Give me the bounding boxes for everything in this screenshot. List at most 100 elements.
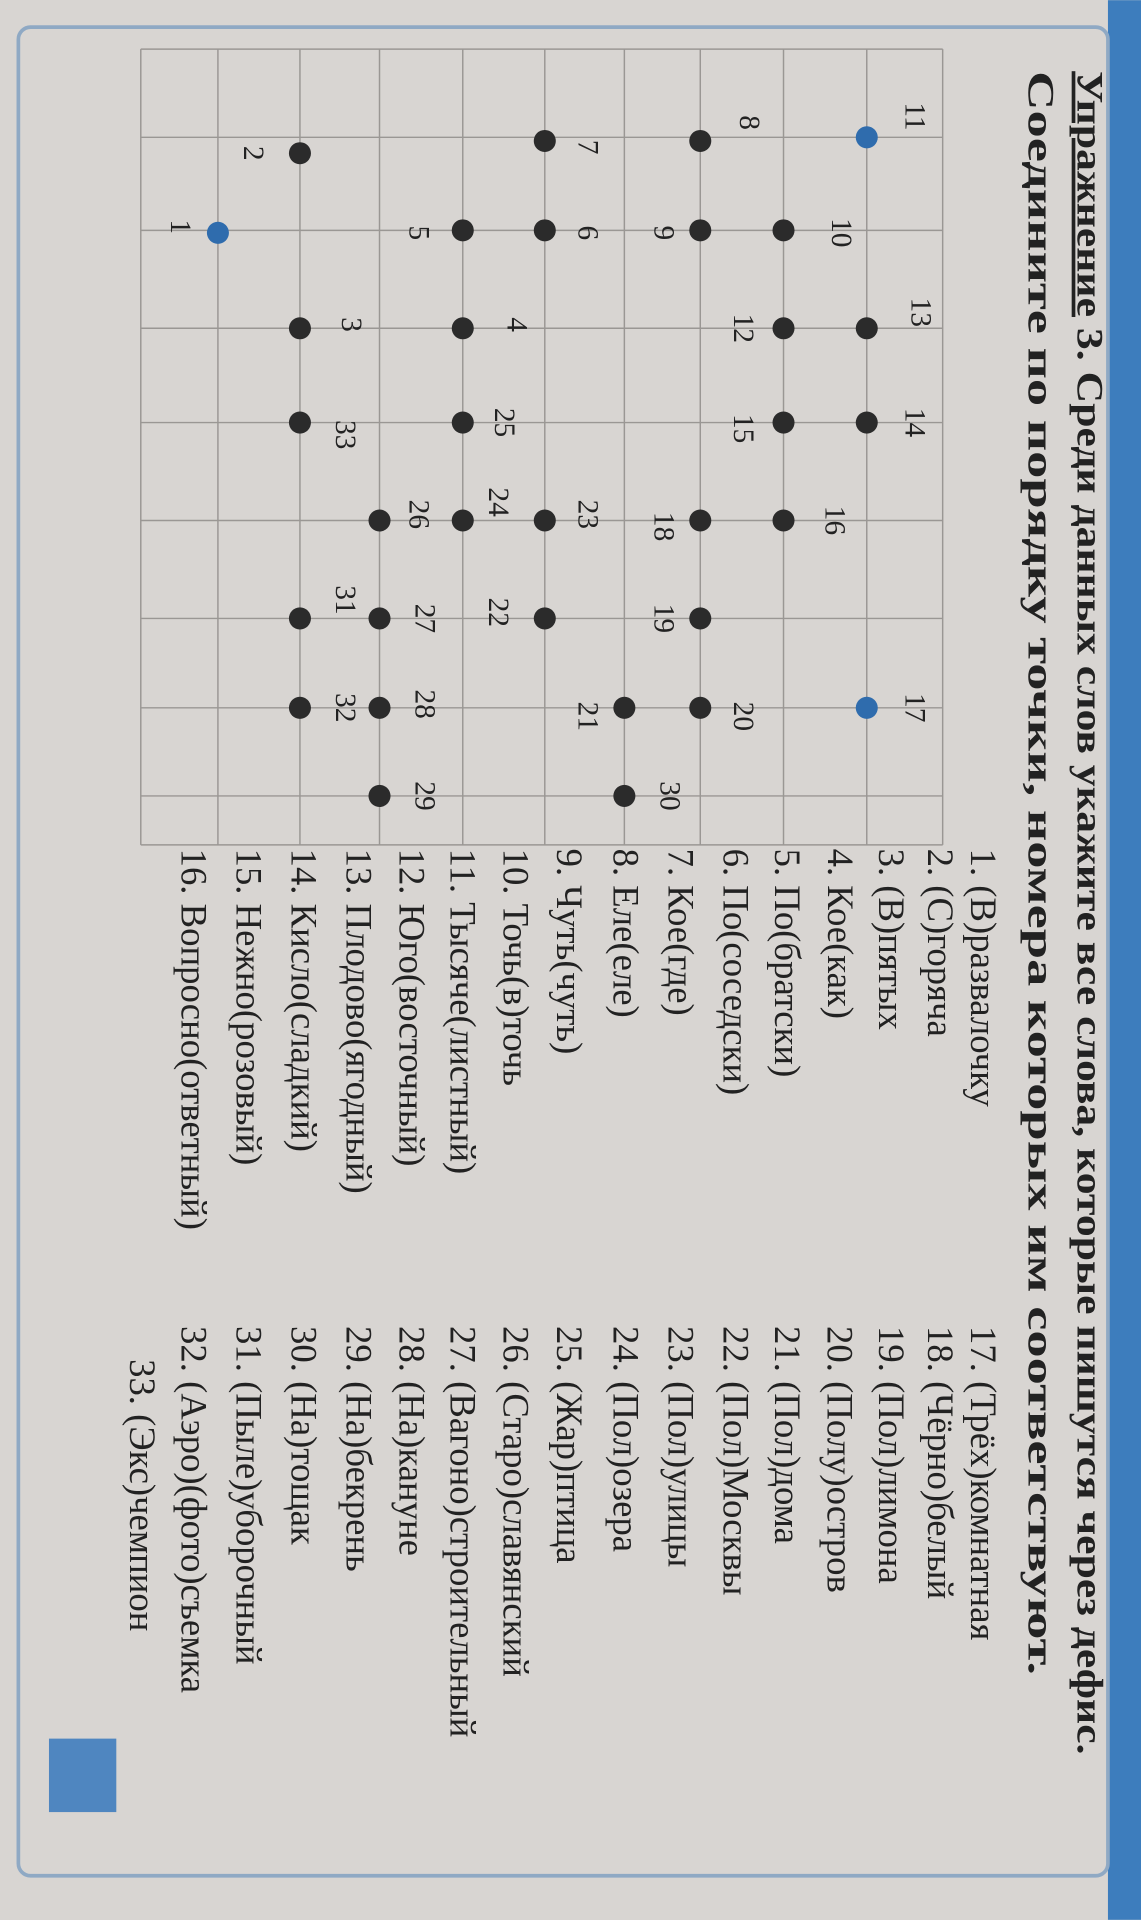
dot xyxy=(533,607,556,630)
word-item: 18. (Чёрно)белый xyxy=(920,1326,961,1599)
exercise-number: 3. xyxy=(1069,328,1110,361)
word-item: 30. (На)тощак xyxy=(284,1326,325,1545)
word-item: 27. (Вагоно)строительный xyxy=(443,1326,484,1737)
point-label: 22 xyxy=(482,598,514,627)
dot xyxy=(368,696,391,719)
word-item: 12. Юго(восточный) xyxy=(391,849,432,1167)
dot xyxy=(855,317,878,340)
exercise-label: Упражнение xyxy=(1069,71,1110,317)
point-label: 27 xyxy=(409,604,441,633)
dot xyxy=(772,411,795,434)
dot xyxy=(689,129,712,152)
dot xyxy=(206,221,229,244)
exercise-title: Упражнение 3. Среди данных слов укажите … xyxy=(1069,71,1110,1754)
word-item: 23. (Пол)улицы xyxy=(661,1326,702,1567)
dot xyxy=(368,607,391,630)
point-label: 7 xyxy=(571,140,603,155)
point-label: 12 xyxy=(727,314,759,343)
point-label: 28 xyxy=(409,689,441,718)
word-item: 28. (На)кануне xyxy=(391,1326,432,1556)
point-label: 18 xyxy=(647,512,679,541)
dot xyxy=(689,509,712,532)
word-item: 22. (Пол)Москвы xyxy=(716,1326,757,1595)
point-label: 6 xyxy=(571,225,603,240)
word-item: 11. Тысяче(листный) xyxy=(443,849,484,1175)
word-item: 2. (С)горяча xyxy=(920,849,961,1037)
point-label: 8 xyxy=(733,115,765,130)
dot xyxy=(368,784,391,807)
exercise-task: Среди данных слов укажите все слова, кот… xyxy=(1069,372,1110,1755)
dot xyxy=(533,219,556,242)
word-item: 15. Нежно(розовый) xyxy=(228,849,269,1166)
word-item: 26. (Старо)славянский xyxy=(495,1326,536,1677)
word-item: 20. (Полу)остров xyxy=(820,1326,861,1593)
instruction: Соедините по порядку точки, номера котор… xyxy=(1020,71,1061,1675)
point-label: 19 xyxy=(647,604,679,633)
word-item: 25. (Жар)птица xyxy=(549,1326,590,1563)
point-label: 10 xyxy=(825,218,857,247)
point-label: 14 xyxy=(898,408,930,438)
dot xyxy=(772,219,795,242)
point-label: 25 xyxy=(488,408,520,437)
word-item: 4. Кое(как) xyxy=(820,849,861,1019)
word-item: 21. (Пол)дома xyxy=(767,1326,808,1544)
word-item: 24. (Пол)озера xyxy=(605,1326,646,1552)
point-label: 3 xyxy=(335,317,367,332)
point-label: 1 xyxy=(164,219,196,234)
point-label: 9 xyxy=(647,225,679,240)
dot xyxy=(855,411,878,434)
word-item: 6. По(соседски) xyxy=(716,849,757,1096)
dot xyxy=(613,784,636,807)
point-label: 23 xyxy=(571,500,603,529)
dot xyxy=(533,129,556,152)
dot xyxy=(689,219,712,242)
word-item: 10. Точь(в)точь xyxy=(495,849,536,1086)
word-item: 29. (На)бекрень xyxy=(339,1326,380,1572)
point-label: 4 xyxy=(500,317,532,332)
point-label: 31 xyxy=(329,585,361,614)
point-label: 33 xyxy=(329,420,361,449)
dot xyxy=(451,411,474,434)
point-label: 16 xyxy=(819,506,851,535)
dot xyxy=(451,317,474,340)
point-label: 20 xyxy=(727,702,759,731)
dot xyxy=(613,696,636,719)
word-item: 14. Кисло(сладкий) xyxy=(284,849,325,1152)
dot xyxy=(288,317,311,340)
word-item: 9. Чуть(чуть) xyxy=(549,849,590,1055)
point-label: 32 xyxy=(329,693,361,722)
point-label: 30 xyxy=(653,781,685,810)
word-item: 13. Плодово(ягодный) xyxy=(339,849,380,1194)
point-label: 17 xyxy=(898,693,930,722)
point-label: 29 xyxy=(409,781,441,810)
dot xyxy=(772,317,795,340)
point-label: 21 xyxy=(571,702,603,731)
word-item: 1. (В)развалочку xyxy=(963,849,1004,1108)
dot xyxy=(772,509,795,532)
word-item: 8. Еле(еле) xyxy=(605,849,646,1018)
point-label: 13 xyxy=(904,298,936,327)
point-label: 11 xyxy=(898,102,930,130)
logo-badge xyxy=(48,1738,117,1813)
word-item: 3. (В)пятых xyxy=(871,849,912,1030)
point-label: 5 xyxy=(402,225,434,240)
word-item: 17. (Трёх)комнатная xyxy=(963,1326,1004,1640)
dot xyxy=(288,411,311,434)
word-item: 5. По(братски) xyxy=(767,849,808,1078)
dot xyxy=(451,219,474,242)
dot xyxy=(288,696,311,719)
point-label: 26 xyxy=(402,500,434,529)
word-item: 32. (Аэро)(фото)съемка xyxy=(173,1326,214,1693)
word-item: 7. Кое(где) xyxy=(661,849,702,1016)
word-item: 31. (Пыле)уборочный xyxy=(228,1326,269,1664)
dot xyxy=(689,696,712,719)
blue-border xyxy=(1107,0,1141,1920)
dot xyxy=(288,607,311,630)
frame xyxy=(16,25,1110,1878)
dot xyxy=(451,509,474,532)
dot xyxy=(855,696,878,719)
